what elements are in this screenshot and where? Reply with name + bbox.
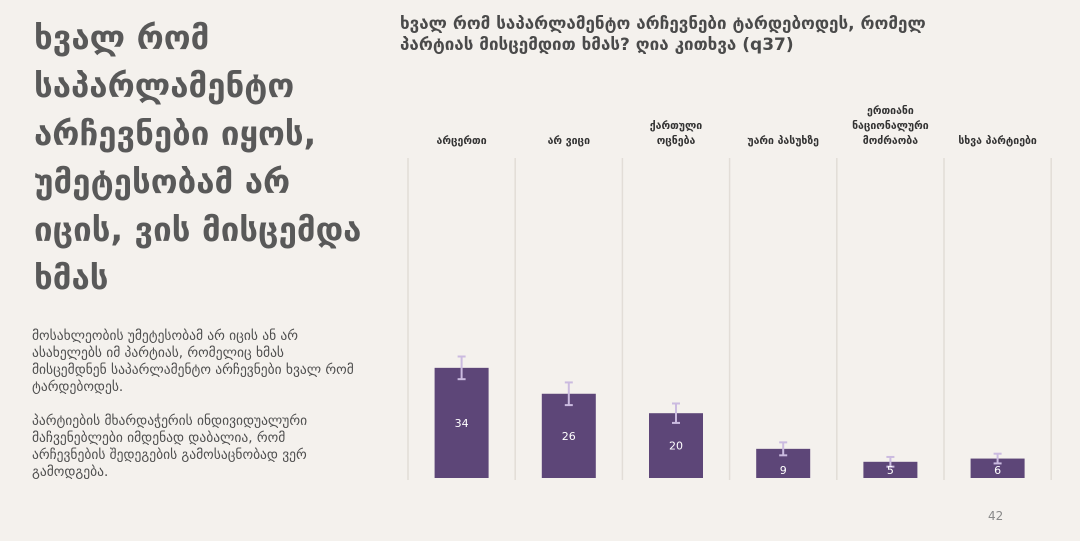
category-label-line: ნაციონალური <box>852 120 929 132</box>
category-label-line: არ ვიცი <box>548 135 590 147</box>
bar <box>970 458 1025 478</box>
data-label: 9 <box>780 464 787 477</box>
category-label-line: მოძრაობა <box>863 135 918 147</box>
category-label-line: სხვა პარტიები <box>958 135 1037 147</box>
category-label: არცერთი <box>437 135 487 147</box>
data-label: 26 <box>562 430 576 443</box>
body-text: მოსახლეობის უმეტესობამ არ იცის ან არ ასა… <box>32 328 362 498</box>
bar <box>863 461 918 478</box>
category-label-line: ოცნება <box>657 135 696 147</box>
chart-title: ხვალ რომ საპარლამენტო არჩევნები ტარდებოდ… <box>400 14 926 55</box>
body-paragraph-2: პარტიების მხარდაჭერის ინდივიდუალური მაჩვ… <box>32 413 308 480</box>
category-label: ქართული ოცნება <box>650 120 703 147</box>
data-label: 20 <box>669 440 683 453</box>
data-label: 5 <box>887 464 894 477</box>
category-label: არ ვიცი <box>548 135 590 147</box>
category-label-line: არცერთი <box>437 135 487 147</box>
body-paragraph-1: მოსახლეობის უმეტესობამ არ იცის ან არ ასა… <box>32 328 354 395</box>
slide-title: ხვალ რომ საპარლამენტო არჩევნები იყოს, უმ… <box>34 18 362 297</box>
category-label: სხვა პარტიები <box>958 135 1037 147</box>
category-label-line: ქართული <box>650 120 703 132</box>
data-label: 34 <box>455 417 469 430</box>
category-label-line: ერთიანი <box>867 105 914 117</box>
bar <box>541 393 596 478</box>
page-number: 42 <box>988 509 1004 523</box>
bar <box>434 367 489 478</box>
bar <box>649 413 703 478</box>
data-label: 6 <box>994 464 1001 477</box>
category-label: ერთიანი ნაციონალური მოძრაობა <box>852 105 929 147</box>
category-label: უარი პასუხზე <box>747 135 819 147</box>
category-label-line: უარი პასუხზე <box>747 135 819 147</box>
